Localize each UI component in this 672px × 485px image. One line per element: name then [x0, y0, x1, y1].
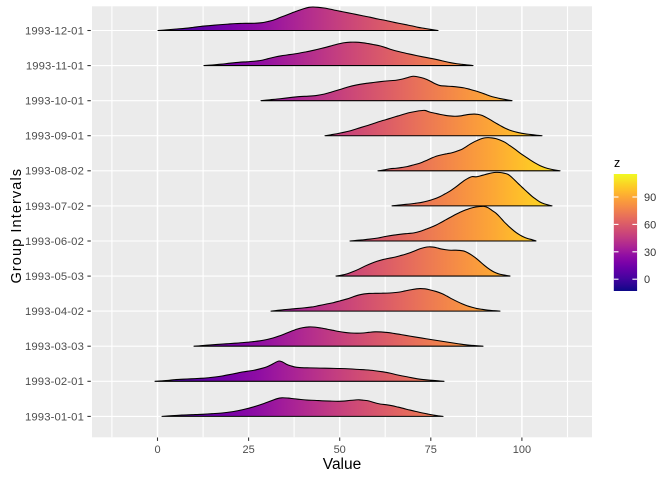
- svg-text:1993-04-02: 1993-04-02: [25, 306, 84, 318]
- svg-text:1993-11-01: 1993-11-01: [26, 61, 84, 73]
- svg-text:60: 60: [644, 219, 656, 231]
- svg-text:50: 50: [334, 444, 346, 456]
- svg-text:25: 25: [242, 444, 254, 456]
- svg-text:Value: Value: [323, 456, 362, 473]
- svg-text:30: 30: [644, 247, 656, 259]
- svg-text:Group Intervals: Group Intervals: [9, 168, 25, 284]
- svg-text:1993-12-01: 1993-12-01: [25, 25, 84, 37]
- svg-text:z: z: [614, 156, 620, 170]
- svg-text:1993-01-01: 1993-01-01: [25, 411, 84, 423]
- svg-text:1993-05-03: 1993-05-03: [25, 271, 84, 283]
- svg-text:1993-08-02: 1993-08-02: [25, 166, 84, 178]
- svg-text:1993-10-01: 1993-10-01: [25, 96, 84, 108]
- svg-text:1993-06-02: 1993-06-02: [25, 236, 84, 248]
- svg-text:100: 100: [513, 444, 531, 456]
- svg-text:0: 0: [644, 274, 650, 286]
- svg-text:1993-03-03: 1993-03-03: [25, 341, 84, 353]
- svg-text:1993-07-02: 1993-07-02: [25, 201, 84, 213]
- svg-text:0: 0: [154, 444, 160, 456]
- svg-text:1993-02-01: 1993-02-01: [25, 376, 84, 388]
- svg-text:1993-09-01: 1993-09-01: [25, 131, 84, 143]
- svg-text:90: 90: [644, 192, 656, 204]
- svg-text:75: 75: [425, 444, 437, 456]
